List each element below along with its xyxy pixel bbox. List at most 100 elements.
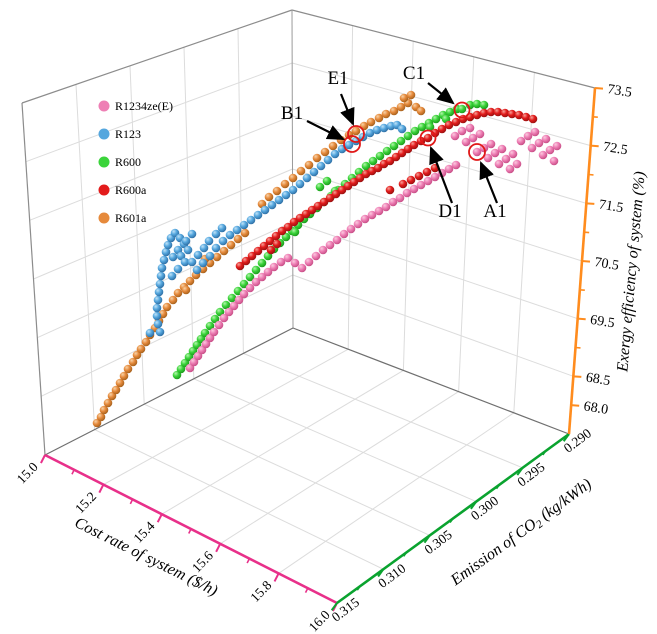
x-major-tick <box>98 484 105 494</box>
data-point <box>239 289 249 299</box>
legend-swatch <box>98 184 110 196</box>
data-point <box>416 106 426 116</box>
data-point <box>416 180 426 190</box>
data-point <box>168 252 178 262</box>
data-point <box>472 147 482 157</box>
data-point <box>260 205 270 215</box>
data-point <box>276 257 286 267</box>
data-point <box>229 301 239 311</box>
data-point <box>211 243 221 253</box>
data-point <box>281 190 291 200</box>
annotation-arrow <box>339 93 355 127</box>
data-point <box>423 176 433 186</box>
data-point <box>234 295 244 305</box>
legend-label: R123 <box>115 127 141 141</box>
data-point <box>332 235 342 245</box>
data-point <box>153 319 163 329</box>
data-point <box>360 214 370 224</box>
legend-label: R601a <box>115 211 147 225</box>
data-point <box>145 328 155 338</box>
data-point <box>283 222 293 232</box>
data-point <box>465 100 475 110</box>
data-point <box>382 146 392 156</box>
x-major-tick <box>215 543 222 553</box>
annotation-C1: C1 <box>403 63 471 119</box>
highlight-circle <box>419 129 437 147</box>
data-point <box>527 143 537 153</box>
data-point <box>259 241 269 251</box>
data-point <box>389 141 399 151</box>
data-point <box>266 245 276 255</box>
data-point <box>406 90 416 100</box>
legend-swatch <box>98 212 110 224</box>
annotations: E1 B1 C1 D1 A1 <box>281 63 507 222</box>
top-left-edge <box>21 9 293 104</box>
data-point <box>465 123 475 133</box>
data-point <box>479 100 489 110</box>
legend-item: R1234ze(E) <box>98 99 173 113</box>
data-point <box>472 99 482 109</box>
data-point <box>361 161 371 171</box>
data-point <box>214 320 224 330</box>
data-point <box>162 302 172 312</box>
data-point <box>253 210 263 220</box>
data-point <box>507 109 517 119</box>
data-point <box>115 378 125 388</box>
x-minor-tick <box>188 528 192 534</box>
data-point <box>457 126 467 136</box>
y-minor-tick <box>495 484 501 490</box>
data-point <box>156 271 166 281</box>
data-point <box>152 303 162 313</box>
data-point <box>381 109 391 119</box>
x-minor-tick <box>246 558 251 564</box>
floor-right-junction <box>292 327 570 435</box>
data-point <box>351 126 361 136</box>
floor <box>45 328 569 603</box>
z-tick-label: 73.5 <box>606 82 633 101</box>
annotation-label: A1 <box>483 201 506 222</box>
data-point <box>245 272 255 282</box>
data-point <box>253 246 263 256</box>
annotation-arrow <box>427 82 455 105</box>
z-major-tick <box>571 404 580 407</box>
data-point <box>185 276 195 286</box>
annotation-arrow <box>429 145 454 204</box>
data-point <box>472 110 482 120</box>
data-point <box>521 112 531 122</box>
data-point <box>155 327 165 337</box>
data-point <box>187 229 197 239</box>
data-point <box>508 149 518 159</box>
data-point <box>318 245 328 255</box>
data-point <box>423 133 433 143</box>
data-point <box>304 257 314 267</box>
data-point <box>155 279 165 289</box>
data-point <box>128 357 138 367</box>
legend-label: R600a <box>115 183 147 197</box>
data-point <box>409 140 419 150</box>
data-point <box>167 271 177 281</box>
data-point <box>425 122 435 132</box>
data-point <box>381 202 391 212</box>
data-point <box>409 184 419 194</box>
data-point <box>366 117 376 127</box>
data-point <box>410 126 420 136</box>
data-point <box>96 412 106 422</box>
data-point <box>240 228 250 238</box>
z-tick-label: 68.0 <box>583 399 610 418</box>
z-major-tick <box>586 202 595 205</box>
data-point <box>461 137 471 147</box>
data-point <box>181 285 191 295</box>
data-point <box>367 210 377 220</box>
data-point <box>257 258 267 268</box>
data-point <box>232 225 242 235</box>
y-minor-tick <box>356 585 361 591</box>
highlight-circle <box>343 135 361 153</box>
x-major-tick <box>40 454 46 464</box>
data-point <box>180 257 190 267</box>
legend-item: R123 <box>98 127 141 141</box>
data-point <box>246 215 256 225</box>
data-point <box>198 258 208 268</box>
y-major-tick <box>516 467 524 476</box>
data-point <box>444 120 454 130</box>
data-point <box>315 182 325 192</box>
